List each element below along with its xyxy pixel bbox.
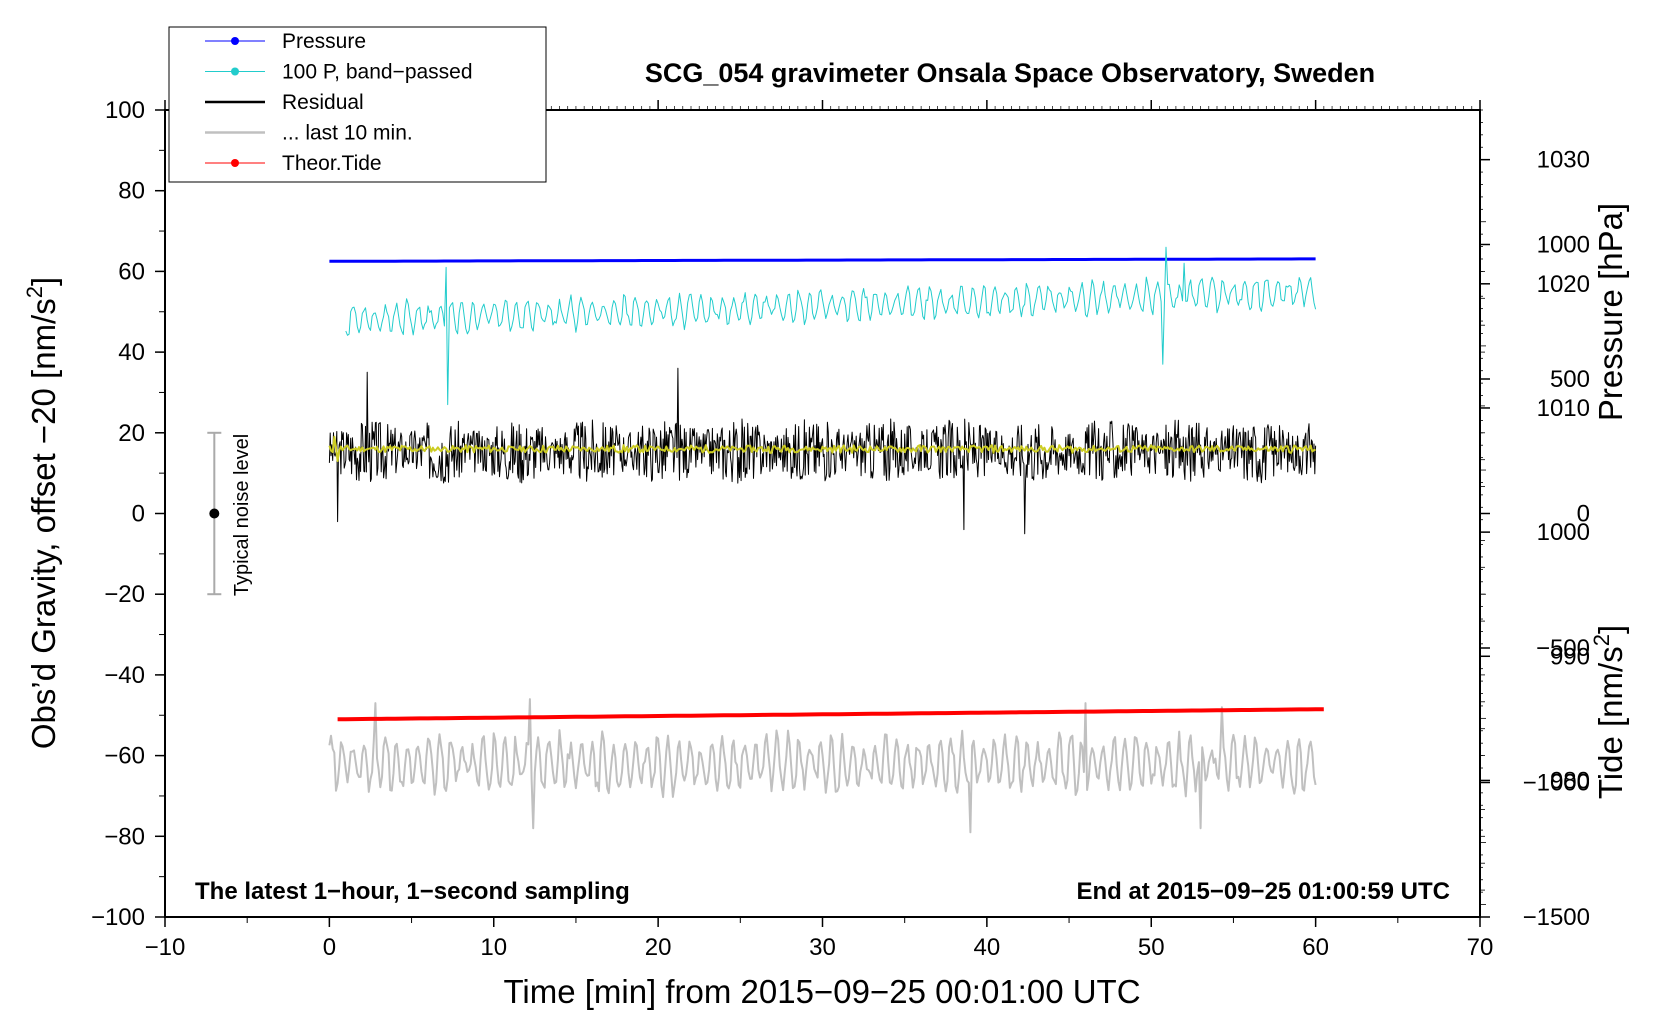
- pressure-tick-label: 1010: [1537, 395, 1590, 422]
- y-tick-label: −80: [104, 823, 145, 850]
- tide-axis-label: Tide [nm/s2]: [1589, 625, 1629, 799]
- y-tick-label: −40: [104, 662, 145, 689]
- y-tick-label: −60: [104, 743, 145, 770]
- pressure-axis-label: Pressure [hPa]: [1592, 203, 1629, 421]
- x-axis-label: Time [min] from 2015−09−25 00:01:00 UTC: [503, 973, 1140, 1010]
- tide-tick-label: −1000: [1523, 770, 1590, 797]
- y-tick-label: 40: [118, 339, 145, 366]
- tide-tick-label: −1500: [1523, 904, 1590, 931]
- annotation-sampling: The latest 1−hour, 1−second sampling: [195, 878, 630, 905]
- x-tick-label: 0: [323, 934, 336, 961]
- tide-tick-label: 0: [1577, 501, 1590, 528]
- pressure-tick-label: 980: [1550, 767, 1590, 794]
- y-tick-label: 100: [105, 97, 145, 124]
- series-theor-tide: [337, 707, 1324, 722]
- pressure-tick-label: 1030: [1537, 147, 1590, 174]
- noise-level-indicator: Typical noise level: [207, 431, 253, 596]
- x-tick-label: 20: [645, 934, 672, 961]
- noise-bar-center-dot: [209, 508, 220, 519]
- tide-axis-label-close: ]: [1592, 625, 1629, 634]
- series-layer: [328, 246, 1324, 834]
- y-tick-label: 0: [132, 501, 145, 528]
- x-tick-label: 60: [1302, 934, 1329, 961]
- legend-marker-theor-tide: [231, 159, 239, 167]
- x-tick-label: 30: [809, 934, 836, 961]
- pressure-tick-label: 1000: [1537, 519, 1590, 546]
- y-tick-label: 20: [118, 420, 145, 447]
- left-axis-label-sup: 2: [22, 286, 47, 298]
- legend-marker-pressure: [231, 37, 239, 45]
- y-tick-label: −20: [104, 581, 145, 608]
- x-tick-label: −10: [145, 934, 186, 961]
- left-axis-label-text: Obs’d Gravity, offset −20 [nm/s: [25, 298, 62, 749]
- tide-axis-label-sup: 2: [1589, 634, 1614, 646]
- legend-label-theor-tide: Theor.Tide: [282, 152, 382, 175]
- x-tick-label: 40: [974, 934, 1001, 961]
- series-residual: [328, 367, 1317, 535]
- y-tick-label: 60: [118, 258, 145, 285]
- x-tick-label: 50: [1138, 934, 1165, 961]
- tide-axis-ticks: −1500 −1000 −500 0 500 1000: [1480, 232, 1590, 931]
- y-tick-label: 80: [118, 178, 145, 205]
- x-axis-ticks: −10 0 10 20 30 40 50 60 70: [145, 100, 1494, 961]
- legend-label-last-10-min: ... last 10 min.: [282, 122, 413, 145]
- pressure-axis-ticks: 980 990 1000 1010 1020 1030: [1480, 109, 1590, 905]
- noise-label: Typical noise level: [231, 434, 253, 596]
- pressure-tick-label: 990: [1550, 643, 1590, 670]
- left-axis-label: Obs’d Gravity, offset −20 [nm/s2]: [22, 277, 62, 749]
- tide-axis-label-text: Tide [nm/s: [1592, 646, 1629, 799]
- y-tick-label: −100: [91, 904, 145, 931]
- series-100-p-band-passed: [345, 246, 1317, 406]
- legend-label-pressure: Pressure: [282, 30, 366, 53]
- annotation-end-time: End at 2015−09−25 01:00:59 UTC: [1076, 878, 1450, 905]
- chart-title: SCG_054 gravimeter Onsala Space Observat…: [645, 58, 1375, 88]
- tide-tick-label: 1000: [1537, 232, 1590, 259]
- series-last-10-min: [328, 698, 1317, 834]
- tide-tick-label: 500: [1550, 366, 1590, 393]
- tide-tick-label: −500: [1536, 635, 1590, 662]
- legend-box: [168, 26, 547, 183]
- x-tick-label: 70: [1467, 934, 1494, 961]
- series-pressure: [329, 257, 1316, 263]
- x-tick-label: 10: [480, 934, 507, 961]
- legend-label-residual: Residual: [282, 91, 364, 114]
- left-axis-ticks: −100 −80 −60 −40 −20 0 20 40 60 80 100: [91, 97, 165, 931]
- legend-marker-100-p-band-passed: [231, 67, 239, 76]
- pressure-tick-label: 1020: [1537, 271, 1590, 298]
- legend: Pressure 100 P, band−passed Residual ... la…: [168, 26, 547, 183]
- plot-frame: [164, 109, 1481, 918]
- series-residual-smoothed: [328, 435, 1316, 462]
- legend-label-100-p-band-passed: 100 P, band−passed: [282, 61, 473, 84]
- left-axis-label-close: ]: [25, 277, 62, 286]
